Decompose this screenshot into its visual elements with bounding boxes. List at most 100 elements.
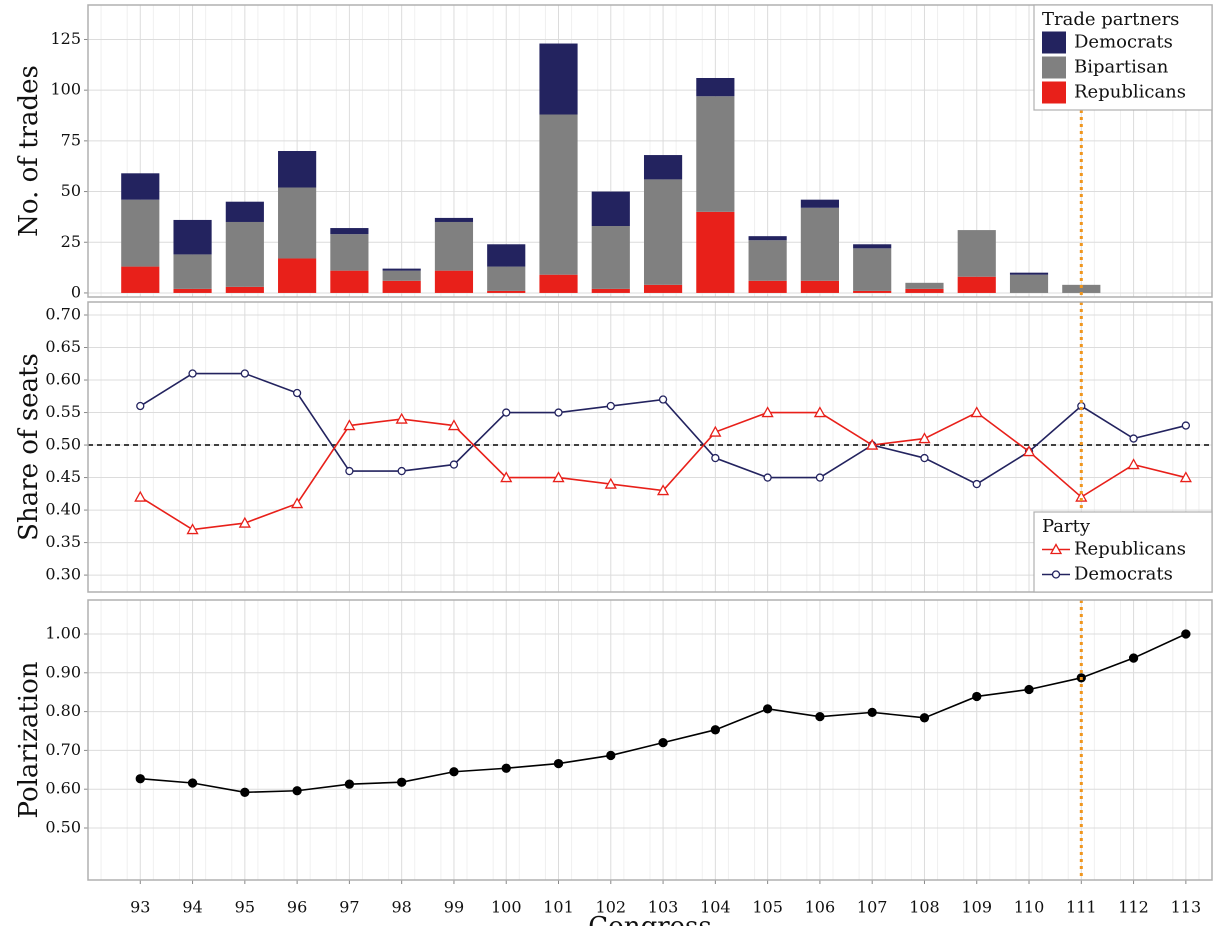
y-tick-label: 0.45 xyxy=(45,467,81,486)
marker xyxy=(291,497,304,509)
marker xyxy=(554,408,563,417)
bar-segment xyxy=(1009,272,1049,275)
x-tick-label: 106 xyxy=(805,898,836,917)
y-axis-label: No. of trades xyxy=(14,65,44,237)
y-tick-label: 125 xyxy=(50,29,81,48)
legend-label: Republicans xyxy=(1074,539,1186,560)
bar-segment xyxy=(225,201,264,222)
bar-segment xyxy=(643,284,683,293)
marker xyxy=(972,479,981,489)
bar-segment xyxy=(957,276,996,293)
y-tick-label: 0.60 xyxy=(45,779,81,798)
bar-segment xyxy=(800,199,839,208)
y-tick-label: 0.70 xyxy=(45,740,81,759)
marker xyxy=(815,711,825,722)
y-tick-label: 50 xyxy=(61,181,81,200)
marker xyxy=(1127,458,1140,470)
marker xyxy=(1075,490,1088,502)
y-tick-label: 0.55 xyxy=(45,402,81,421)
marker xyxy=(344,779,355,789)
legend-label: Democrats xyxy=(1074,564,1173,585)
bar-segment xyxy=(643,155,683,180)
marker xyxy=(1181,421,1191,430)
bar-segment xyxy=(905,288,944,293)
x-tick-label: 100 xyxy=(491,898,522,917)
x-tick-label: 99 xyxy=(444,898,464,917)
bar-segment xyxy=(173,288,212,293)
bar-segment xyxy=(696,211,735,293)
bar-segment xyxy=(748,236,787,241)
marker xyxy=(1128,653,1139,663)
marker xyxy=(187,778,198,788)
bar-segment xyxy=(121,173,160,200)
bar-segment xyxy=(382,268,421,271)
y-tick-label: 75 xyxy=(61,130,81,149)
marker xyxy=(500,471,513,483)
marker xyxy=(447,419,461,431)
x-tick-label: 107 xyxy=(857,898,888,917)
y-tick-label: 0.60 xyxy=(45,370,81,389)
marker xyxy=(919,713,930,723)
bar-segment xyxy=(957,230,996,277)
bar-segment xyxy=(591,191,630,227)
x-tick-label: 102 xyxy=(596,898,627,917)
marker xyxy=(761,406,774,418)
marker xyxy=(240,787,250,797)
marker xyxy=(606,401,615,411)
marker xyxy=(186,523,199,535)
marker xyxy=(553,758,564,769)
bar-segment xyxy=(905,282,944,289)
bar-segment xyxy=(173,254,212,289)
bar-segment xyxy=(487,266,526,291)
plot-frame xyxy=(87,599,1213,881)
marker xyxy=(188,369,197,378)
x-tick-label: 97 xyxy=(339,898,359,917)
marker xyxy=(866,438,879,450)
bar-segment xyxy=(748,280,787,293)
legend-label: Republicans xyxy=(1074,82,1186,103)
bar-segment xyxy=(800,280,839,293)
bar-segment xyxy=(121,199,160,267)
legend-box xyxy=(1033,511,1213,593)
y-tick-label: 0.90 xyxy=(45,662,81,681)
y-tick-label: 0.70 xyxy=(45,305,81,324)
marker xyxy=(345,466,354,476)
marker xyxy=(710,725,720,735)
legend-swatch xyxy=(1042,81,1066,104)
marker xyxy=(501,763,511,773)
marker xyxy=(1022,445,1036,457)
marker xyxy=(502,408,511,417)
y-tick-label: 25 xyxy=(61,232,81,251)
plot-frame xyxy=(87,301,1213,593)
y-tick-label: 0.65 xyxy=(45,337,81,356)
y-tick-label: 1.00 xyxy=(45,623,81,642)
bar-segment xyxy=(696,96,735,212)
marker xyxy=(395,412,408,424)
bar-segment xyxy=(487,244,526,267)
bar-segment xyxy=(800,207,839,281)
bar-segment xyxy=(591,288,630,293)
y-tick-label: 0.50 xyxy=(45,435,81,454)
bar-segment xyxy=(278,187,317,259)
bar-segment xyxy=(330,228,369,235)
bar-segment xyxy=(643,179,683,285)
x-tick-label: 101 xyxy=(543,898,574,917)
bar-segment xyxy=(1062,284,1101,293)
legend-marker xyxy=(1051,570,1061,579)
bar-segment xyxy=(330,270,369,293)
bar-segment xyxy=(382,270,421,281)
marker xyxy=(815,473,825,482)
legend-label: Bipartisan xyxy=(1074,57,1169,78)
y-tick-label: 0.50 xyxy=(45,818,81,837)
marker xyxy=(292,388,302,398)
bar-segment xyxy=(853,244,892,249)
x-tick-label: 95 xyxy=(235,898,255,917)
marker xyxy=(1024,684,1034,695)
marker xyxy=(656,484,670,496)
marker xyxy=(604,477,617,489)
bar-segment xyxy=(225,221,264,287)
marker xyxy=(1179,471,1192,483)
y-tick-label: 0.30 xyxy=(45,565,81,584)
marker xyxy=(449,767,459,777)
